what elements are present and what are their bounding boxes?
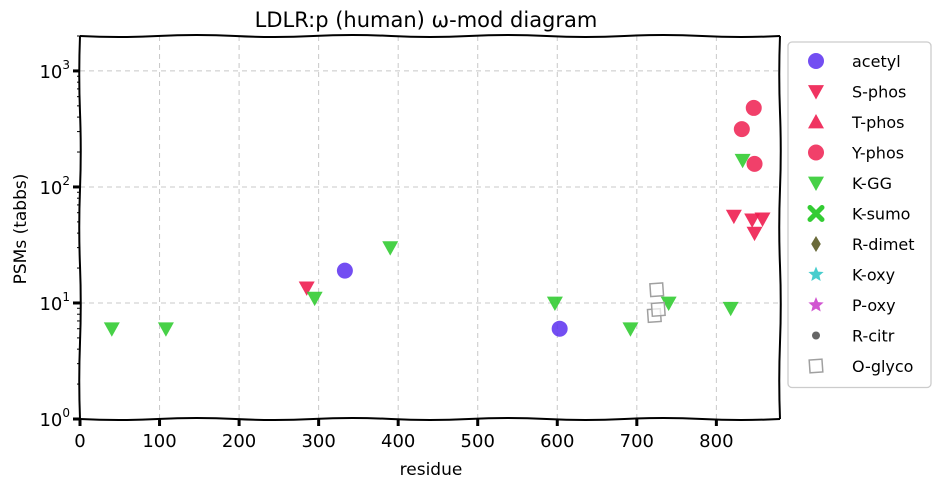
data-point-k-gg [722,301,739,317]
plot-frame-left [78,35,82,420]
data-point-acetyl [336,262,353,279]
data-point-k-gg [157,322,174,337]
data-point-o-glyco [649,282,665,298]
data-layer [103,99,771,337]
x-tick-label: 500 [461,431,495,452]
data-point-y-phos [745,99,762,116]
legend-marker-r-dimet [811,236,821,252]
data-point-k-gg [734,153,751,169]
data-point-s-phos [744,213,761,228]
plot-frame-right [778,35,782,420]
legend-label-r-dimet: R-dimet [852,235,915,254]
x-tick-label: 800 [699,431,733,452]
legend-label-s-phos: S-phos [852,83,906,102]
data-point-k-gg [622,322,639,337]
data-point-acetyl [551,320,568,337]
chart-title: LDLR:p (human) ω-mod diagram [255,8,598,32]
legend: acetyl S-phos T-phos Y-phos K-GG K-sumo R-dime… [787,41,932,389]
legend-label-o-glyco: O-glyco [852,357,913,376]
legend-marker-p-oxy [808,297,824,312]
data-point-s-phos [725,209,742,225]
legend-marker-r-citr [812,331,820,340]
legend-marker-o-glyco [808,358,824,374]
data-point-s-phos [754,212,771,227]
plot-frame-top [79,34,781,38]
x-tick-label: 400 [381,431,415,452]
legend-marker-s-phos [808,85,824,100]
x-tick-label: 700 [620,431,654,452]
legend-marker-acetyl [808,53,824,69]
x-axis-label: residue [400,460,463,480]
legend-label-t-phos: T-phos [851,113,905,132]
data-point-k-gg [103,322,120,337]
data-point-o-glyco [650,301,666,318]
legend-label-k-gg: K-GG [852,174,892,193]
y-axis-label: PSMs (tabbs) [11,174,31,285]
y-tick-label: 103 [39,58,70,83]
legend-label-r-citr: R-citr [852,327,895,346]
data-point-y-phos [746,155,763,172]
x-tick-label: 300 [301,431,335,452]
legend-marker-y-phos [808,144,824,161]
data-point-s-phos [746,226,763,242]
legend-marker-t-phos [808,114,824,129]
x-tick-label: 0 [74,431,85,452]
data-point-k-gg [660,296,677,311]
legend-marker-k-oxy [808,266,824,281]
y-tick-label: 102 [39,174,70,199]
y-tick-label: 100 [39,406,70,431]
x-tick-label: 200 [222,431,256,452]
x-tick-label: 100 [142,431,176,452]
x-tick-label: 600 [540,431,574,452]
legend-label-y-phos: Y-phos [851,144,904,163]
data-point-k-gg [382,241,399,256]
plot-frame-bottom [79,417,781,421]
legend-marker-k-sumo [807,205,825,222]
legend-label-acetyl: acetyl [852,52,901,71]
data-point-y-phos [733,121,750,138]
grid-layer [80,36,780,419]
data-point-k-gg [546,296,563,311]
data-point-k-gg [306,291,323,307]
legend-label-k-sumo: K-sumo [852,205,910,224]
data-point-s-phos [298,281,315,296]
y-tick-label: 101 [39,290,70,315]
legend-label-k-oxy: K-oxy [852,266,895,285]
legend-label-p-oxy: P-oxy [852,296,896,315]
legend-marker-k-gg [808,176,824,191]
